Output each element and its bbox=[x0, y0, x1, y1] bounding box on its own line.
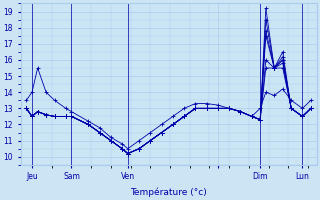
X-axis label: Température (°c): Température (°c) bbox=[130, 187, 207, 197]
